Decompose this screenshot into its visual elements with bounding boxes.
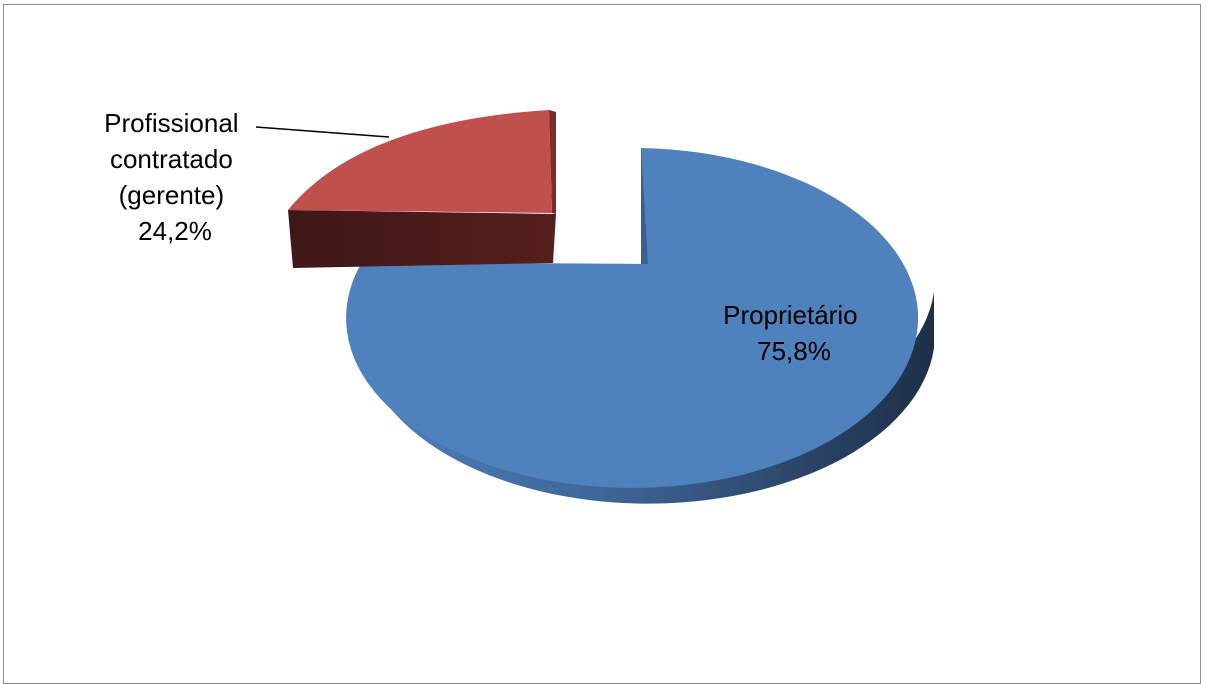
profissional-leader-line: [255, 126, 390, 138]
profissional-label-line-3: (gerente): [119, 180, 225, 210]
profissional-value-label: 24,2%: [138, 216, 212, 246]
slice-profissional-side: [288, 210, 556, 268]
proprietario-value-label: 75,8%: [757, 336, 831, 366]
profissional-label-line-2: contratado: [110, 144, 233, 174]
profissional-label: Profissional contratado (gerente) 24,2%: [104, 108, 246, 246]
slice-proprietario-top: [346, 148, 919, 488]
slice-profissional-top: [288, 110, 552, 213]
proprietario-label: Proprietário 75,8%: [723, 300, 865, 366]
pie-chart: Profissional contratado (gerente) 24,2% …: [104, 108, 935, 504]
slice-profissional: [288, 110, 556, 268]
profissional-label-line-1: Profissional: [104, 108, 238, 138]
slice-proprietario: [346, 148, 935, 504]
proprietario-label-line-1: Proprietário: [723, 300, 857, 330]
slice-profissional-inner-wall: [549, 110, 556, 214]
